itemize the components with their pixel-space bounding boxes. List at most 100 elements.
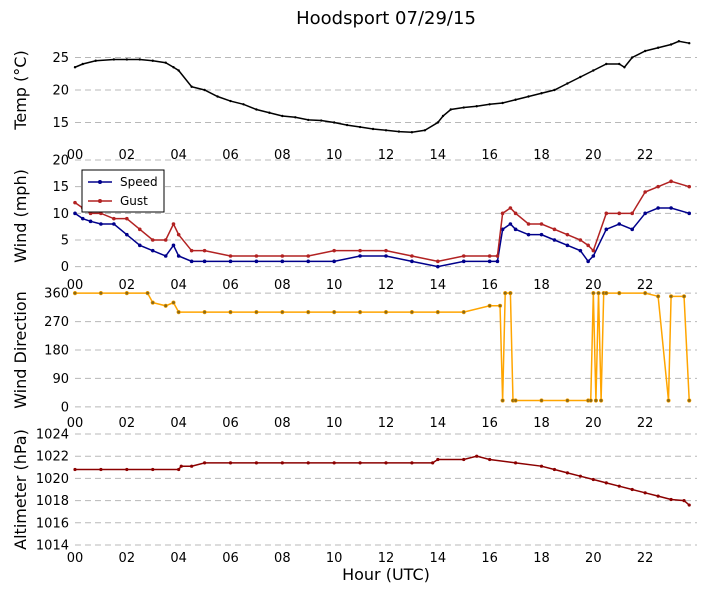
data-point	[409, 310, 415, 315]
data-point	[503, 291, 508, 296]
y-tick-label: 1016	[36, 516, 69, 531]
data-point	[216, 95, 219, 98]
data-point	[553, 88, 556, 92]
legend-marker	[98, 199, 102, 203]
x-tick-label: 14	[430, 551, 447, 566]
data-point	[604, 211, 609, 216]
data-point	[81, 62, 84, 66]
x-tick-label: 14	[430, 278, 447, 293]
data-point	[294, 116, 297, 119]
data-point	[552, 467, 557, 472]
series-speed	[73, 206, 692, 269]
series-line	[74, 180, 690, 263]
legend-entry: Speed	[120, 175, 158, 189]
data-point	[688, 42, 691, 45]
data-point	[268, 111, 271, 114]
data-point	[73, 200, 77, 205]
y-tick-label: 270	[44, 315, 69, 330]
data-point	[88, 219, 93, 224]
data-point	[462, 457, 466, 462]
data-point	[164, 61, 167, 64]
data-point	[151, 467, 155, 472]
data-point	[669, 497, 673, 502]
y-tick-label: 90	[52, 372, 69, 387]
data-point	[99, 222, 103, 226]
data-point	[540, 92, 543, 95]
data-point	[280, 461, 284, 465]
data-point	[669, 43, 673, 46]
data-point	[112, 58, 116, 61]
data-point	[513, 461, 518, 465]
data-point	[565, 398, 570, 403]
series-line	[74, 207, 690, 268]
x-tick-label: 16	[481, 416, 498, 431]
data-point	[383, 310, 389, 315]
data-point	[242, 103, 245, 106]
data-point	[124, 291, 129, 296]
series-temp	[73, 40, 691, 134]
data-point	[539, 398, 544, 403]
data-point	[137, 243, 142, 248]
data-point	[229, 99, 232, 103]
data-point	[588, 398, 593, 403]
x-tick-label: 06	[222, 278, 239, 293]
data-point	[552, 238, 557, 242]
data-point	[163, 254, 168, 258]
data-point	[630, 227, 635, 232]
y-tick-label: 0	[61, 400, 69, 415]
data-point	[431, 461, 435, 465]
data-point	[687, 398, 692, 403]
data-point	[80, 216, 85, 221]
data-point	[176, 232, 181, 237]
x-tick-label: 12	[378, 416, 395, 431]
data-point	[656, 206, 660, 210]
series-line	[75, 455, 690, 506]
data-point	[384, 129, 388, 132]
data-point	[189, 248, 194, 253]
x-tick-label: 22	[637, 148, 654, 163]
data-point	[125, 58, 129, 61]
data-point	[682, 499, 686, 503]
y-tick-label: 0	[61, 260, 69, 275]
data-point	[358, 461, 362, 465]
data-point	[508, 291, 513, 296]
data-point	[228, 461, 233, 465]
data-point	[177, 467, 181, 472]
data-point	[539, 464, 544, 468]
data-point	[190, 85, 193, 88]
x-tick-label: 10	[326, 551, 343, 566]
series-direction	[72, 291, 692, 403]
x-tick-label: 02	[119, 278, 136, 293]
x-tick-label: 22	[637, 551, 654, 566]
data-point	[514, 98, 517, 101]
data-point	[281, 114, 284, 118]
data-point	[565, 243, 570, 248]
data-point	[617, 291, 622, 296]
data-point	[254, 254, 259, 258]
data-point	[539, 222, 544, 226]
y-tick-label: 1018	[36, 494, 69, 509]
data-point	[513, 211, 518, 216]
data-point	[436, 121, 440, 124]
data-point	[592, 69, 595, 72]
data-point	[423, 129, 427, 132]
x-tick-label: 10	[326, 148, 343, 163]
data-point	[643, 211, 647, 216]
data-point	[449, 108, 452, 111]
x-tick-label: 06	[222, 148, 239, 163]
x-tick-label: 08	[274, 416, 291, 431]
data-point	[72, 291, 78, 296]
data-point	[98, 291, 104, 296]
data-point	[172, 66, 175, 69]
data-point	[384, 248, 388, 253]
data-point	[307, 118, 310, 122]
y-axis-label: Temp (°C)	[11, 50, 30, 130]
data-point	[125, 467, 129, 472]
data-point	[171, 300, 176, 305]
data-point	[306, 259, 311, 264]
y-tick-label: 180	[44, 344, 69, 359]
data-point	[618, 62, 621, 66]
legend-box	[81, 169, 165, 213]
data-point	[436, 457, 440, 462]
data-point	[552, 227, 557, 232]
